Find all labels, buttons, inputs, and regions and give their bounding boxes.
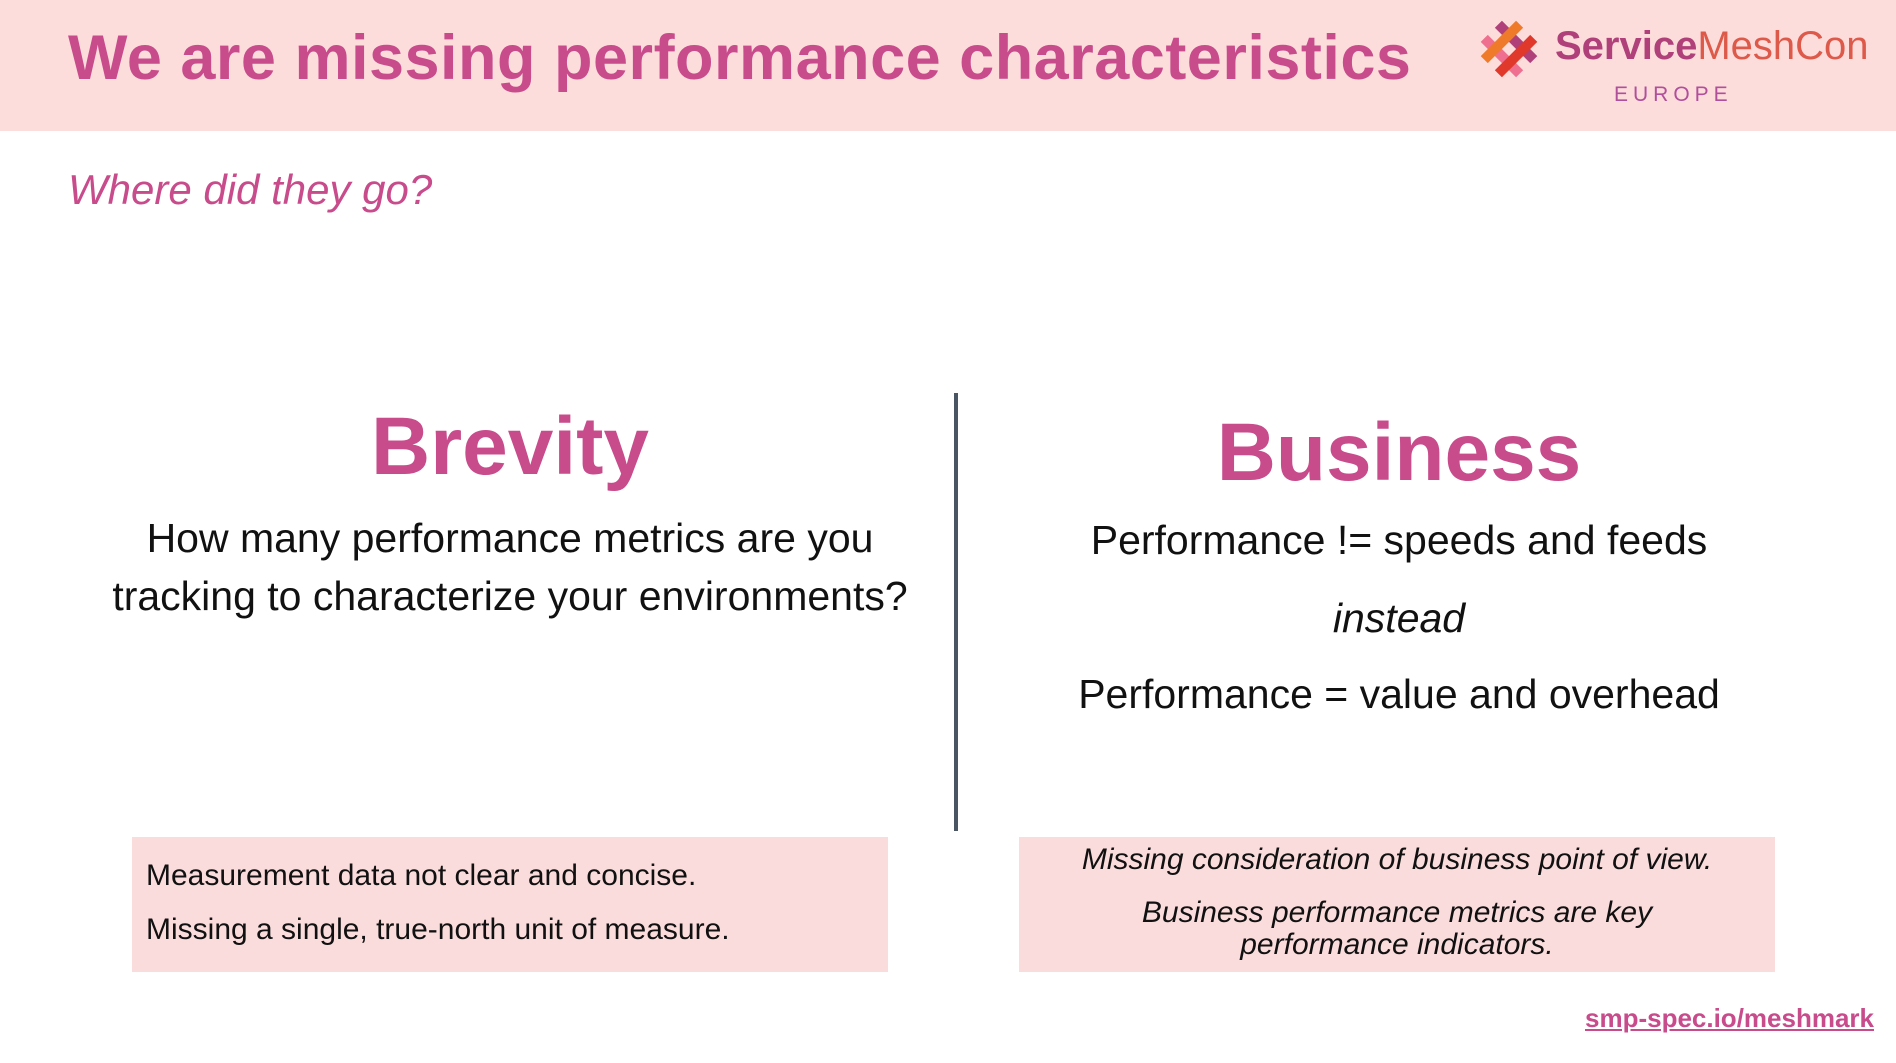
business-line-3: Performance = value and overhead (1078, 671, 1720, 717)
servicemeshcon-logo-icon (1480, 20, 1538, 78)
logo-name-part2: MeshCon (1697, 24, 1869, 68)
brevity-callout: Measurement data not clear and concise. … (132, 837, 888, 972)
brevity-heading: Brevity (370, 401, 650, 492)
callout-line: Missing a single, true-north unit of mea… (146, 913, 730, 946)
business-callout: Missing consideration of business point … (1019, 837, 1775, 972)
slide-title: We are missing performance characteristi… (68, 23, 1412, 93)
callout-line: Measurement data not clear and concise. (146, 859, 697, 892)
logo-name-part1: Service (1555, 24, 1698, 68)
callout-line: Business performance metrics are key per… (1141, 896, 1653, 961)
brevity-body: How many performance metrics are you tra… (112, 515, 908, 619)
column-divider (954, 393, 958, 831)
logo-wordmark: ServiceMeshCon (1555, 24, 1869, 69)
business-heading: Business (1216, 407, 1582, 498)
meshmark-link[interactable]: smp-spec.io/meshmark (1584, 1003, 1874, 1033)
business-line-1: Performance != speeds and feeds (1090, 517, 1708, 563)
callout-line: Missing consideration of business point … (1081, 843, 1713, 876)
slide-header: We are missing performance characteristi… (0, 0, 1896, 131)
logo-region: EUROPE (1614, 83, 1733, 106)
slide-subtitle: Where did they go? (68, 166, 433, 213)
business-line-2: instead (1332, 595, 1466, 641)
